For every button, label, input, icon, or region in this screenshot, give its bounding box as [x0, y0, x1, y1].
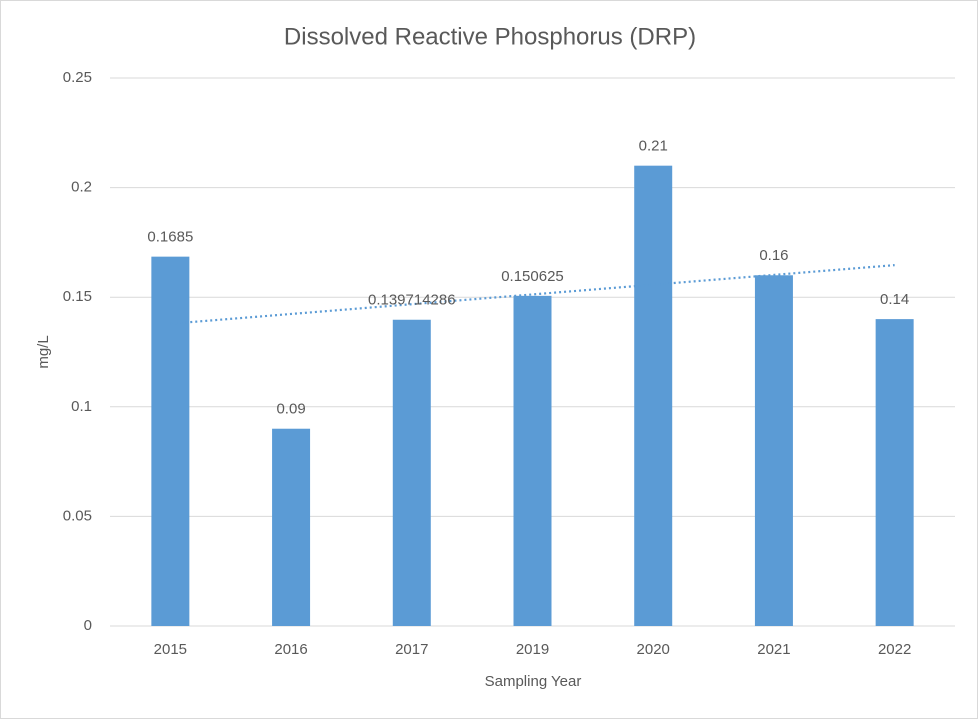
data-label: 0.139714286 — [368, 292, 456, 309]
x-tick-label: 2016 — [274, 641, 307, 658]
data-label: 0.16 — [759, 247, 788, 264]
data-label: 0.09 — [276, 401, 305, 418]
bar — [513, 295, 552, 626]
x-tick-label: 2021 — [757, 641, 790, 658]
data-label: 0.1685 — [147, 229, 193, 246]
bar — [392, 319, 431, 626]
x-tick-label: 2019 — [516, 641, 549, 658]
y-tick-label: 0 — [84, 617, 92, 634]
y-tick-label: 0.15 — [63, 288, 92, 305]
bar — [754, 275, 793, 626]
bar — [875, 319, 914, 626]
x-axis-label: Sampling Year — [485, 673, 582, 690]
chart-title: Dissolved Reactive Phosphorus (DRP) — [284, 23, 696, 50]
x-tick-label: 2022 — [878, 641, 911, 658]
y-tick-label: 0.2 — [71, 179, 92, 196]
y-axis-label: mg/L — [35, 335, 52, 368]
x-tick-label: 2020 — [637, 641, 670, 658]
y-tick-label: 0.1 — [71, 398, 92, 415]
bar — [634, 165, 673, 626]
x-tick-label: 2017 — [395, 641, 428, 658]
bar — [272, 428, 311, 626]
data-label: 0.14 — [880, 291, 909, 308]
data-label: 0.150625 — [501, 268, 564, 285]
trendline — [170, 264, 895, 325]
y-tick-label: 0.25 — [63, 69, 92, 86]
bar — [151, 256, 190, 626]
data-label: 0.21 — [639, 138, 668, 155]
y-tick-label: 0.05 — [63, 507, 92, 524]
x-tick-label: 2015 — [154, 641, 187, 658]
